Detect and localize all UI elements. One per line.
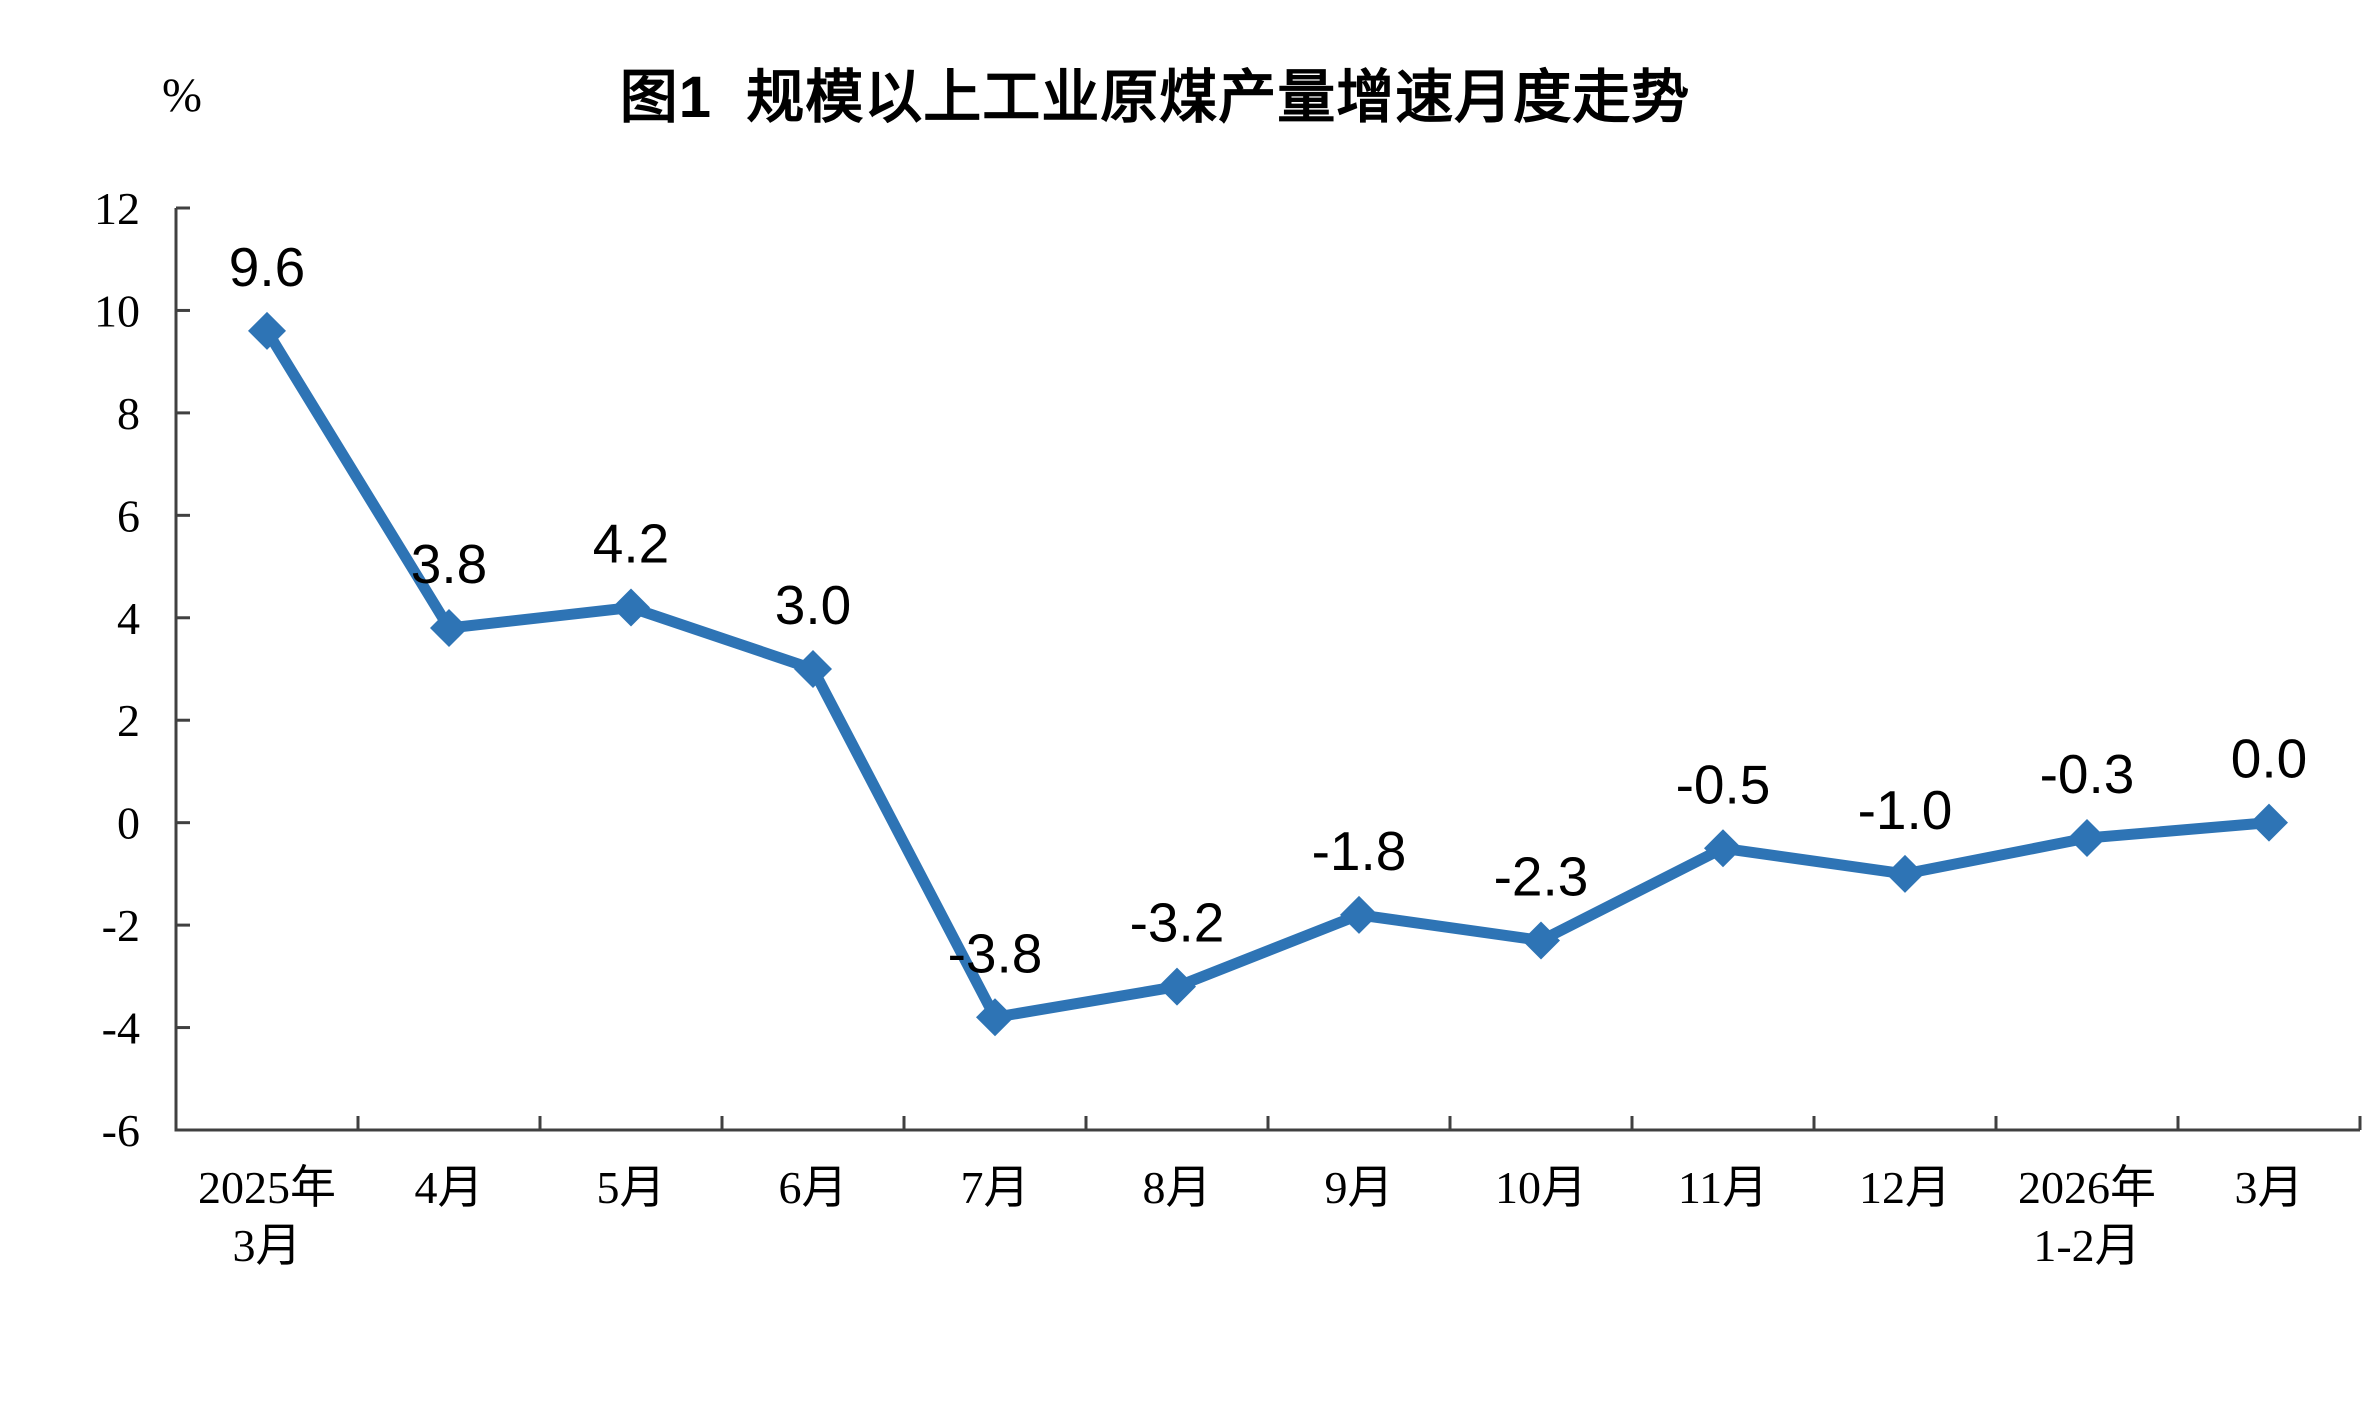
data-label: 3.8 [411,533,487,595]
data-point-marker [976,998,1014,1037]
y-tick-label: 0 [117,798,140,849]
data-point-marker [794,650,832,688]
y-tick-label: -6 [102,1105,140,1156]
data-point-marker [612,588,650,627]
data-label: 3.0 [775,574,851,636]
y-tick-label: -2 [102,900,140,951]
x-tick-label: 3月 [2235,1162,2304,1213]
y-tick-label: 4 [117,593,140,644]
data-label: -0.5 [1676,753,1771,815]
y-tick-label: 2 [117,695,140,746]
data-point-marker [1886,854,1924,893]
x-tick-label: 4月 [415,1162,484,1213]
x-tick-label: 2025年 [198,1162,336,1213]
chart-title: 图1 规模以上工业原煤产量增速月度走势 [619,65,1691,130]
y-tick-label: 6 [117,490,140,541]
data-line [261,325,2275,1023]
x-tick-label: 5月 [597,1162,666,1213]
data-point-marker [1158,967,1196,1006]
x-tick-label: 6月 [779,1162,848,1213]
data-label: -2.3 [1494,845,1589,907]
y-tick-label: 12 [94,183,140,234]
x-tick-label: 2026年 [2018,1162,2156,1213]
x-tick-label: 7月 [961,1162,1030,1213]
axes [174,208,2360,1132]
x-tick-label: 12月 [1859,1162,1951,1213]
y-tick-label: 10 [94,285,140,336]
x-tick-label: 3月 [233,1220,302,1271]
y-axis-unit-label: % [162,69,202,122]
x-tick-label: 10月 [1495,1162,1587,1213]
data-label: -3.8 [948,922,1043,984]
y-tick-label: -4 [102,1003,140,1054]
data-point-marker [1704,829,1742,868]
data-point-marker [2250,803,2288,842]
data-label: 0.0 [2231,728,2307,790]
data-label: -0.3 [2040,743,2135,805]
x-tick-label: 9月 [1325,1162,1394,1213]
data-point-marker [2068,819,2106,858]
data-point-marker [1522,921,1560,960]
data-label: -1.8 [1312,820,1407,882]
data-label: -3.2 [1130,892,1225,954]
y-tick-label: 8 [117,388,140,439]
data-label: -1.0 [1858,779,1953,841]
data-point-marker [1340,895,1378,934]
data-label: 4.2 [593,513,669,575]
x-tick-label: 1-2月 [2033,1220,2140,1271]
data-point-marker [248,311,286,350]
data-label: 9.6 [229,236,305,298]
x-tick-label: 11月 [1678,1162,1768,1213]
x-tick-label: 8月 [1143,1162,1212,1213]
data-point-marker [430,609,468,648]
